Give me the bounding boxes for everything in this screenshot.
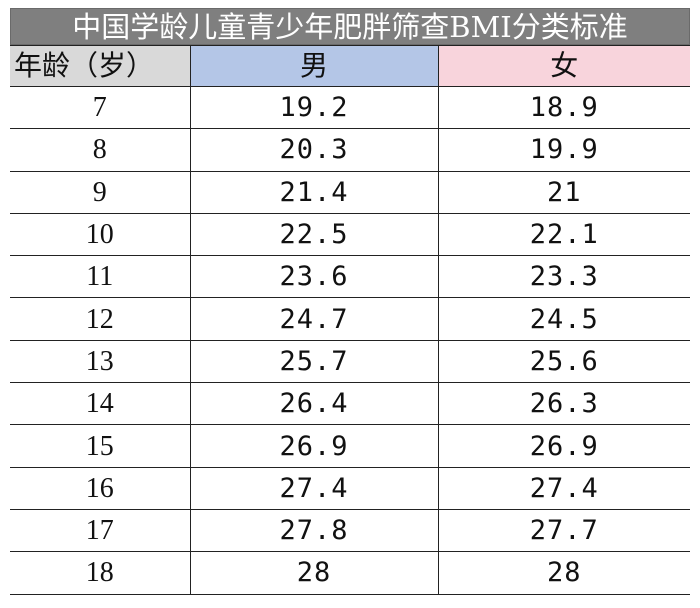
female-bmi-cell[interactable]: 18.9 <box>437 85 690 130</box>
male-bmi-cell[interactable]: 25.7 <box>189 339 439 384</box>
table-title: 中国学龄儿童青少年肥胖筛查BMI分类标准 <box>10 8 690 45</box>
table-row: 9 21.4 21 <box>10 170 690 214</box>
age-cell[interactable]: 16 <box>10 466 191 510</box>
female-bmi-cell[interactable]: 27.4 <box>437 466 690 510</box>
male-bmi-cell[interactable]: 27.4 <box>189 466 439 510</box>
female-bmi-cell[interactable]: 26.3 <box>437 382 690 426</box>
male-bmi-cell[interactable]: 26.4 <box>189 382 439 426</box>
female-bmi-cell[interactable]: 28 <box>437 551 690 595</box>
age-cell[interactable]: 11 <box>10 255 191 299</box>
table-row: 12 24.7 24.5 <box>10 297 690 341</box>
female-bmi-cell[interactable]: 26.9 <box>437 424 690 468</box>
table-row: 17 27.8 27.7 <box>10 508 690 553</box>
male-column-header[interactable]: 男 <box>189 45 439 87</box>
age-cell[interactable]: 8 <box>10 128 191 172</box>
table-row: 14 26.4 26.3 <box>10 382 690 426</box>
header-row: 年龄（岁） 男 女 <box>10 45 690 87</box>
age-cell[interactable]: 14 <box>10 382 191 426</box>
male-bmi-cell[interactable]: 23.6 <box>189 255 439 299</box>
female-bmi-cell[interactable]: 24.5 <box>437 297 690 341</box>
age-cell[interactable]: 18 <box>10 551 191 595</box>
male-bmi-cell[interactable]: 27.8 <box>189 508 439 553</box>
age-cell[interactable]: 12 <box>10 297 191 341</box>
bmi-table: 年龄（岁） 男 女 7 19.2 18.9 8 20.3 19.9 9 21.4 21 10 22.… <box>10 45 690 595</box>
male-bmi-cell[interactable]: 22.5 <box>189 212 439 257</box>
female-bmi-cell[interactable]: 23.3 <box>437 255 690 299</box>
male-bmi-cell[interactable]: 26.9 <box>189 424 439 468</box>
table-body: 7 19.2 18.9 8 20.3 19.9 9 21.4 21 10 22.5 22.1 11 23.… <box>10 85 690 595</box>
table-row: 7 19.2 18.9 <box>10 85 690 130</box>
female-bmi-cell[interactable]: 21 <box>437 170 690 214</box>
age-cell[interactable]: 15 <box>10 424 191 468</box>
male-bmi-cell[interactable]: 28 <box>189 551 439 595</box>
age-cell[interactable]: 7 <box>10 85 191 130</box>
table-row: 16 27.4 27.4 <box>10 466 690 510</box>
female-bmi-cell[interactable]: 25.6 <box>437 339 690 384</box>
age-cell[interactable]: 10 <box>10 212 191 257</box>
age-column-header[interactable]: 年龄（岁） <box>10 45 191 87</box>
male-bmi-cell[interactable]: 20.3 <box>189 128 439 172</box>
male-bmi-cell[interactable]: 24.7 <box>189 297 439 341</box>
female-bmi-cell[interactable]: 27.7 <box>437 508 690 553</box>
table-row: 15 26.9 26.9 <box>10 424 690 468</box>
bmi-standard-sheet: 中国学龄儿童青少年肥胖筛查BMI分类标准 年龄（岁） 男 女 7 19.2 18.9… <box>10 8 690 595</box>
age-cell[interactable]: 9 <box>10 170 191 214</box>
male-bmi-cell[interactable]: 21.4 <box>189 170 439 214</box>
female-bmi-cell[interactable]: 19.9 <box>437 128 690 172</box>
age-cell[interactable]: 17 <box>10 508 191 553</box>
female-column-header[interactable]: 女 <box>437 45 690 87</box>
male-bmi-cell[interactable]: 19.2 <box>189 85 439 130</box>
table-row: 11 23.6 23.3 <box>10 255 690 299</box>
female-bmi-cell[interactable]: 22.1 <box>437 212 690 257</box>
table-row: 10 22.5 22.1 <box>10 212 690 257</box>
table-row: 13 25.7 25.6 <box>10 339 690 384</box>
age-cell[interactable]: 13 <box>10 339 191 384</box>
table-row: 8 20.3 19.9 <box>10 128 690 172</box>
table-row: 18 28 28 <box>10 551 690 595</box>
